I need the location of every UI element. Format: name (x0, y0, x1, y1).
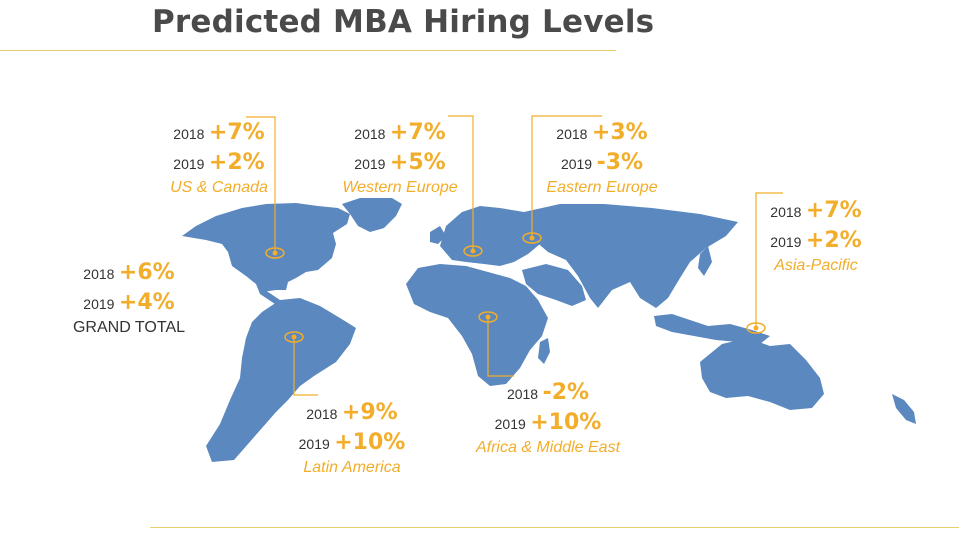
leader-line-asia-pacific (755, 192, 783, 328)
year-label-2018: 2018 (556, 126, 588, 142)
region-name: Latin America (303, 459, 401, 476)
year-label-2019: 2019 (560, 156, 593, 172)
value-2018: +3% (591, 120, 648, 145)
value-2019: -3% (596, 150, 644, 175)
landmass-japan (698, 246, 712, 276)
value-2019: +2% (805, 228, 862, 253)
marker-asia-pacific (746, 322, 766, 334)
value-2018: +7% (389, 120, 446, 145)
year-label-2019: 2019 (298, 436, 330, 452)
landmass-europe (440, 206, 552, 266)
year-label-2018: 2018 (83, 266, 115, 282)
year-label-2018: 2018 (506, 386, 539, 402)
callout-western-europe: 2018 +7% 2019 +5% Western Europe (330, 118, 470, 198)
year-label-2018: 2018 (306, 406, 338, 422)
value-2018: -2% (542, 380, 590, 405)
landmass-madagascar (538, 338, 550, 364)
year-label-2019: 2019 (354, 156, 386, 172)
leader-line-eastern-europe (531, 115, 602, 238)
callout-eastern-europe: 2018 +3% 2019 -3% Eastern Europe (535, 118, 669, 198)
leader-line-africa-middle-east (487, 317, 514, 377)
landmass-north-america (182, 203, 350, 292)
year-label-2018: 2018 (770, 204, 802, 220)
value-2019: +10% (334, 430, 406, 455)
landmass-south-america (206, 298, 356, 462)
landmass-asia (524, 204, 738, 308)
landmass-uk (430, 226, 446, 244)
value-2019: +2% (208, 150, 265, 175)
callout-grand-total: 2018 +6% 2019 +4% GRAND TOTAL (62, 258, 196, 338)
year-label-2018: 2018 (173, 126, 205, 142)
title-divider (0, 50, 616, 51)
region-name: GRAND TOTAL (72, 319, 186, 336)
year-label-2018: 2018 (354, 126, 386, 142)
value-2018: +7% (805, 198, 862, 223)
region-markers (265, 232, 766, 343)
value-2018: +6% (118, 260, 175, 285)
landmass-southeast-asia (654, 314, 770, 344)
value-2018: +7% (208, 120, 265, 145)
leader-lines (246, 115, 783, 396)
year-label-2019: 2019 (83, 296, 115, 312)
callout-africa-middle-east: 2018 -2% 2019 +10% Africa & Middle East (462, 378, 634, 458)
callout-us-canada: 2018 +7% 2019 +2% US & Canada (162, 118, 276, 198)
marker-africa-middle-east (478, 311, 498, 323)
page-title: Predicted MBA Hiring Levels (152, 4, 655, 40)
callout-latin-america: 2018 +9% 2019 +10% Latin America (288, 398, 416, 478)
landmass-africa (406, 264, 548, 386)
region-name: US & Canada (170, 179, 268, 196)
marker-us-canada (265, 247, 285, 259)
landmass-greenland (342, 198, 402, 232)
region-name: Eastern Europe (546, 179, 658, 196)
marker-latin-america (284, 331, 304, 343)
landmass-middle-east (522, 264, 586, 306)
year-label-2019: 2019 (494, 416, 526, 432)
year-label-2019: 2019 (770, 234, 802, 250)
value-2018: +9% (341, 400, 398, 425)
marker-western-europe (463, 245, 483, 257)
marker-eastern-europe (522, 232, 542, 244)
region-name: Africa & Middle East (475, 439, 621, 456)
year-label-2019: 2019 (173, 156, 205, 172)
leader-line-us-canada (246, 116, 276, 253)
value-2019: +4% (118, 290, 175, 315)
continents (182, 198, 916, 462)
leader-line-western-europe (448, 115, 474, 251)
region-name: Western Europe (342, 179, 458, 196)
callout-asia-pacific: 2018 +7% 2019 +2% Asia-Pacific (756, 196, 876, 276)
leader-line-latin-america (293, 337, 318, 396)
landmass-australia (700, 338, 824, 410)
value-2019: +10% (530, 410, 602, 435)
value-2019: +5% (389, 150, 446, 175)
region-name: Asia-Pacific (774, 257, 858, 274)
landmass-new-zealand (892, 394, 916, 424)
bottom-divider (150, 527, 959, 528)
